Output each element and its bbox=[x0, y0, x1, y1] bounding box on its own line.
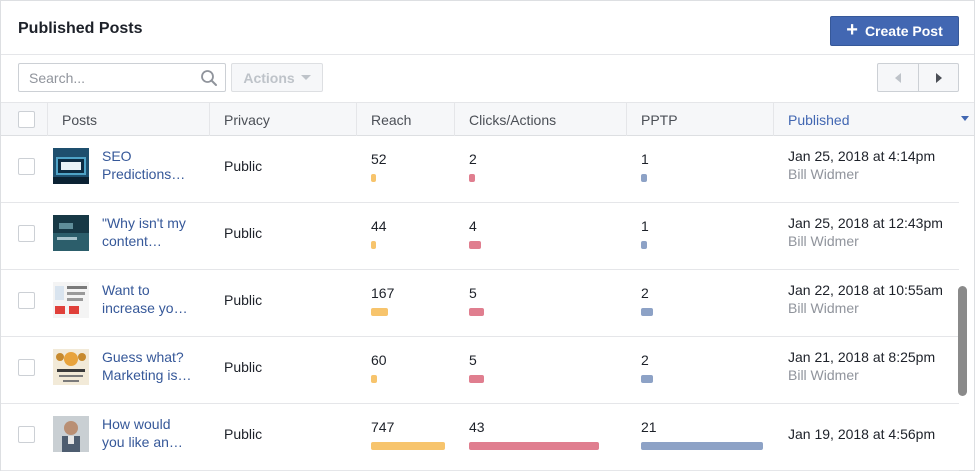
plus-icon: + bbox=[846, 19, 858, 41]
post-title-line1[interactable]: Guess what? bbox=[102, 349, 184, 365]
clicks-value: 5 bbox=[469, 352, 477, 368]
post-thumbnail[interactable] bbox=[53, 349, 89, 385]
header-select-cell bbox=[1, 103, 48, 136]
table-row[interactable]: "Why isn't my content… Public 44 4 1 Jan… bbox=[1, 203, 959, 270]
published-author: Bill Widmer bbox=[788, 166, 859, 182]
create-post-button[interactable]: + Create Post bbox=[830, 16, 959, 46]
published-date: Jan 19, 2018 at 4:56pm bbox=[788, 426, 936, 442]
row-checkbox[interactable] bbox=[18, 158, 35, 175]
toolbar: Actions bbox=[1, 56, 974, 102]
pptp-bar bbox=[641, 174, 647, 182]
privacy-value: Public bbox=[224, 158, 263, 174]
post-thumbnail[interactable] bbox=[53, 215, 89, 251]
clicks-value: 2 bbox=[469, 151, 477, 167]
post-title-line2[interactable]: Marketing is… bbox=[102, 367, 192, 383]
table-row[interactable]: Want to increase yo… Public 167 5 2 Jan … bbox=[1, 270, 959, 337]
page-title: Published Posts bbox=[18, 20, 143, 37]
reach-bar bbox=[371, 174, 376, 182]
search-box bbox=[18, 63, 226, 92]
reach-value: 60 bbox=[371, 352, 387, 368]
reach-bar bbox=[371, 442, 445, 450]
published-author: Bill Widmer bbox=[788, 367, 859, 383]
pptp-bar bbox=[641, 375, 653, 383]
prev-page-button[interactable] bbox=[878, 64, 918, 91]
clicks-bar bbox=[469, 241, 481, 249]
clicks-value: 4 bbox=[469, 218, 477, 234]
search-icon[interactable] bbox=[200, 69, 218, 87]
column-published[interactable]: Published bbox=[774, 103, 974, 136]
row-checkbox[interactable] bbox=[18, 426, 35, 443]
clicks-value: 43 bbox=[469, 419, 485, 435]
post-title-line2[interactable]: you like an… bbox=[102, 434, 183, 450]
pptp-value: 1 bbox=[641, 151, 649, 167]
select-all-checkbox[interactable] bbox=[18, 111, 35, 128]
pptp-bar bbox=[641, 308, 653, 316]
post-title-line1[interactable]: Want to bbox=[102, 282, 150, 298]
next-page-button[interactable] bbox=[918, 64, 958, 91]
table-row[interactable]: Guess what? Marketing is… Public 60 5 2 … bbox=[1, 337, 959, 404]
column-privacy[interactable]: Privacy bbox=[210, 103, 357, 136]
privacy-value: Public bbox=[224, 359, 263, 375]
privacy-value: Public bbox=[224, 225, 263, 241]
search-input[interactable] bbox=[29, 70, 199, 86]
post-title-line2[interactable]: content… bbox=[102, 233, 162, 249]
published-date: Jan 25, 2018 at 12:43pm bbox=[788, 215, 943, 231]
privacy-value: Public bbox=[224, 292, 263, 308]
reach-value: 747 bbox=[371, 419, 395, 435]
post-title-line1[interactable]: "Why isn't my bbox=[102, 215, 186, 231]
published-author: Bill Widmer bbox=[788, 300, 859, 316]
clicks-bar bbox=[469, 442, 599, 450]
published-date: Jan 25, 2018 at 4:14pm bbox=[788, 148, 936, 164]
pptp-value: 2 bbox=[641, 352, 649, 368]
privacy-value: Public bbox=[224, 426, 263, 442]
pagination bbox=[877, 63, 959, 92]
pptp-value: 1 bbox=[641, 218, 649, 234]
post-title-line1[interactable]: How would bbox=[102, 416, 171, 432]
published-author: Bill Widmer bbox=[788, 233, 859, 249]
published-date: Jan 21, 2018 at 8:25pm bbox=[788, 349, 936, 365]
table-row[interactable]: How would you like an… Public 747 43 21 … bbox=[1, 404, 959, 471]
pptp-bar bbox=[641, 442, 763, 450]
sort-desc-icon[interactable] bbox=[961, 116, 969, 121]
reach-bar bbox=[371, 308, 388, 316]
column-pptp[interactable]: PPTP bbox=[627, 103, 774, 136]
column-clicks-actions[interactable]: Clicks/Actions bbox=[455, 103, 627, 136]
reach-value: 52 bbox=[371, 151, 387, 167]
pptp-value: 2 bbox=[641, 285, 649, 301]
actions-label: Actions bbox=[243, 69, 295, 86]
reach-value: 167 bbox=[371, 285, 395, 301]
table-header: Posts Privacy Reach Clicks/Actions PPTP … bbox=[1, 102, 974, 136]
actions-dropdown[interactable]: Actions bbox=[231, 63, 323, 92]
post-title-line2[interactable]: increase yo… bbox=[102, 300, 188, 316]
reach-bar bbox=[371, 241, 376, 249]
clicks-bar bbox=[469, 375, 484, 383]
column-posts[interactable]: Posts bbox=[48, 103, 210, 136]
pptp-value: 21 bbox=[641, 419, 657, 435]
caret-down-icon bbox=[300, 75, 311, 80]
pptp-bar bbox=[641, 241, 647, 249]
chevron-right-icon bbox=[935, 72, 942, 83]
post-title-line1[interactable]: SEO bbox=[102, 148, 132, 164]
row-checkbox[interactable] bbox=[18, 225, 35, 242]
row-checkbox[interactable] bbox=[18, 359, 35, 376]
post-title-line2[interactable]: Predictions… bbox=[102, 166, 186, 182]
create-post-label: Create Post bbox=[864, 23, 943, 39]
panel-header: Published Posts + Create Post bbox=[1, 1, 974, 55]
chevron-left-icon bbox=[895, 72, 901, 83]
post-thumbnail[interactable] bbox=[53, 282, 89, 318]
clicks-bar bbox=[469, 174, 475, 182]
clicks-bar bbox=[469, 308, 484, 316]
clicks-value: 5 bbox=[469, 285, 477, 301]
post-thumbnail[interactable] bbox=[53, 148, 89, 184]
reach-bar bbox=[371, 375, 377, 383]
reach-value: 44 bbox=[371, 218, 387, 234]
column-published-label: Published bbox=[788, 111, 850, 128]
published-date: Jan 22, 2018 at 10:55am bbox=[788, 282, 943, 298]
row-checkbox[interactable] bbox=[18, 292, 35, 309]
table-row[interactable]: SEO Predictions… Public 52 2 1 Jan 25, 2… bbox=[1, 136, 959, 203]
column-reach[interactable]: Reach bbox=[357, 103, 455, 136]
table-scrollbar[interactable] bbox=[958, 286, 967, 396]
post-thumbnail[interactable] bbox=[53, 416, 89, 452]
